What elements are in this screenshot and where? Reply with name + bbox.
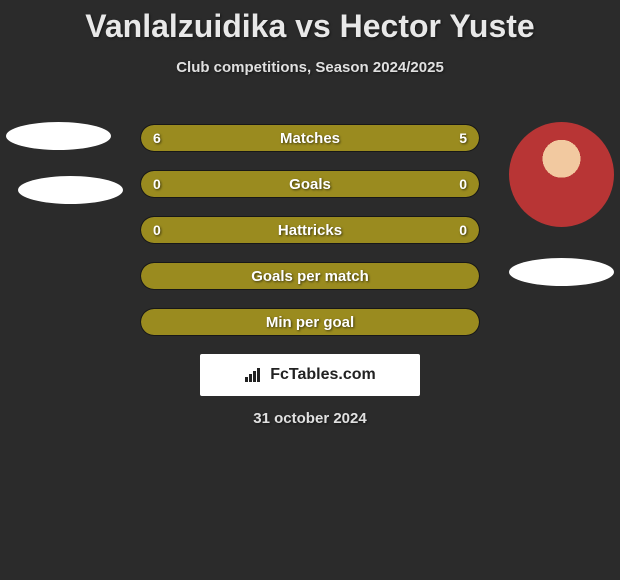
stat-bar: 65Matches <box>140 124 480 152</box>
logo-text: FcTables.com <box>270 366 376 384</box>
player-photo-right <box>509 122 614 227</box>
stat-bar: 00Hattricks <box>140 216 480 244</box>
chart-icon <box>244 367 264 383</box>
stat-bar: 00Goals <box>140 170 480 198</box>
comparison-bars: 65Matches 00Goals 00Hattricks Goals per mat… <box>140 124 480 354</box>
bar-label: Goals per match <box>141 263 479 289</box>
avatar-right <box>509 122 614 227</box>
date-label: 31 october 2024 <box>0 410 620 427</box>
bar-label: Goals <box>141 171 479 197</box>
avatar-right-shadow <box>509 258 614 286</box>
stat-bar: Min per goal <box>140 308 480 336</box>
bar-label: Min per goal <box>141 309 479 335</box>
page-title: Vanlalzuidika vs Hector Yuste <box>0 0 620 45</box>
bar-label: Hattricks <box>141 217 479 243</box>
subtitle: Club competitions, Season 2024/2025 <box>0 59 620 76</box>
stat-bar: Goals per match <box>140 262 480 290</box>
avatar-left-placeholder <box>6 122 111 150</box>
logo-badge: FcTables.com <box>200 354 420 396</box>
bar-label: Matches <box>141 125 479 151</box>
avatar-left-shadow <box>18 176 123 204</box>
